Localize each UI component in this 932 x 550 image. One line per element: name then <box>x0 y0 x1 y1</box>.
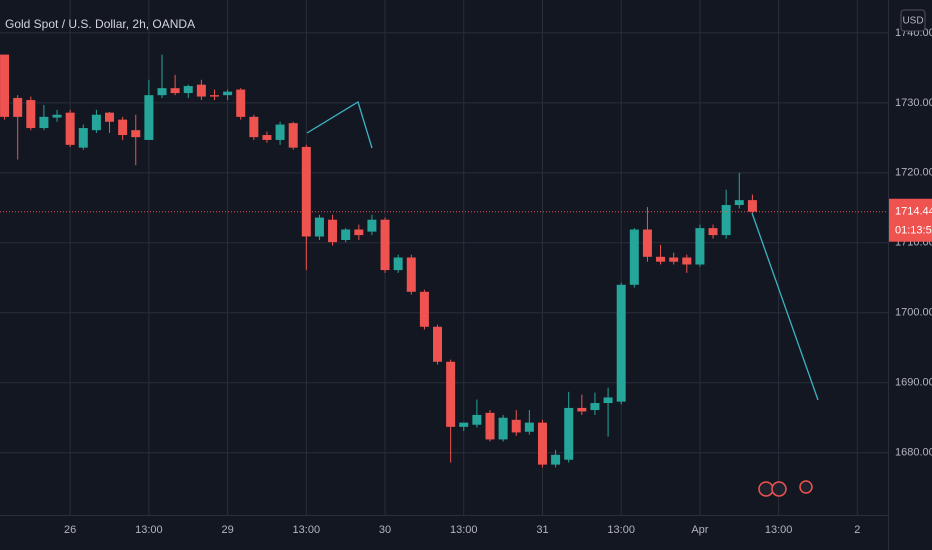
event-icon[interactable] <box>771 481 787 497</box>
candle-body <box>288 123 298 148</box>
candle-body <box>682 257 692 265</box>
candle-body <box>380 219 390 271</box>
y-tick-label: 1700.000 <box>895 307 932 319</box>
candle-body <box>498 417 508 440</box>
candle-body <box>485 412 495 440</box>
candle-body <box>196 84 206 97</box>
y-tick-label: 1680.000 <box>895 447 932 459</box>
x-tick-label: 2 <box>854 524 860 536</box>
drawings <box>306 101 819 401</box>
trend-line <box>751 212 819 401</box>
candle-body <box>433 326 443 362</box>
candle-body <box>314 217 324 237</box>
candle-body <box>564 407 574 460</box>
candle-body <box>249 116 259 138</box>
candle-body <box>91 114 101 131</box>
x-tick-label: Apr <box>691 524 708 536</box>
currency-label: USD <box>902 16 923 27</box>
candle-body <box>144 95 154 140</box>
candle-body <box>577 407 587 412</box>
candle-body <box>511 419 521 433</box>
currency-badge[interactable] <box>900 9 926 32</box>
candle-body <box>669 257 679 262</box>
x-tick-label: 30 <box>379 524 391 536</box>
candle-body <box>275 124 285 140</box>
event-icon[interactable] <box>758 481 774 497</box>
candle-body <box>367 219 377 232</box>
candle-body <box>13 97 23 117</box>
candle-body <box>183 86 193 94</box>
last-price-label: 1714.441 <box>895 206 932 218</box>
countdown-label: 01:13:57 <box>895 225 932 237</box>
candle-body <box>26 100 36 129</box>
candle-body <box>695 228 705 265</box>
candle-body <box>472 414 482 425</box>
candle-body <box>65 112 75 145</box>
candle-body <box>78 128 88 148</box>
candle-body <box>419 291 429 327</box>
candles <box>0 54 757 468</box>
candle-body <box>301 146 311 237</box>
candle-body <box>616 284 626 402</box>
candle-body <box>105 112 115 122</box>
candle-body <box>537 422 547 465</box>
event-icon[interactable] <box>799 480 813 494</box>
candle-body <box>0 54 10 117</box>
candle-body <box>524 422 534 432</box>
chart-title: Gold Spot / U.S. Dollar, 2h, OANDA <box>5 17 195 31</box>
candle-body <box>721 205 731 236</box>
candle-body <box>341 229 351 241</box>
candle-body <box>406 257 416 292</box>
candle-body <box>708 228 718 236</box>
candle-body <box>118 119 128 136</box>
event-icons[interactable] <box>758 480 813 497</box>
candle-body <box>642 229 652 257</box>
x-tick-label: 13:00 <box>450 524 478 536</box>
y-tick-label: 1730.000 <box>895 97 932 109</box>
candle-body <box>236 89 246 117</box>
candle-body <box>747 200 757 212</box>
x-tick-label: 26 <box>64 524 76 536</box>
trend-line <box>306 101 373 149</box>
candle-body <box>354 229 364 236</box>
candle-body <box>170 88 180 94</box>
x-tick-label: 13:00 <box>765 524 793 536</box>
candle-body <box>734 200 744 206</box>
x-tick-label: 29 <box>221 524 233 536</box>
candle-body <box>446 361 456 427</box>
candle-body <box>328 219 338 243</box>
y-tick-label: 1720.000 <box>895 167 932 179</box>
candle-body <box>39 116 49 129</box>
candle-body <box>551 454 561 465</box>
x-tick-label: 13:00 <box>293 524 321 536</box>
x-tick-label: 13:00 <box>135 524 163 536</box>
candle-body <box>262 135 272 140</box>
candle-body <box>157 88 167 96</box>
candle-body <box>223 91 233 96</box>
y-tick-label: 1690.000 <box>895 377 932 389</box>
last-price-box <box>889 198 932 242</box>
candle-body <box>603 397 613 404</box>
x-tick-label: 13:00 <box>607 524 635 536</box>
candle-body <box>590 403 600 411</box>
candle-body <box>656 256 666 262</box>
candle-body <box>393 257 403 271</box>
x-tick-label: 31 <box>536 524 548 536</box>
candle-body <box>629 229 639 285</box>
candle-body <box>209 95 219 97</box>
candle-body <box>459 422 469 427</box>
candle-body <box>52 114 62 118</box>
candle-body <box>131 130 141 138</box>
